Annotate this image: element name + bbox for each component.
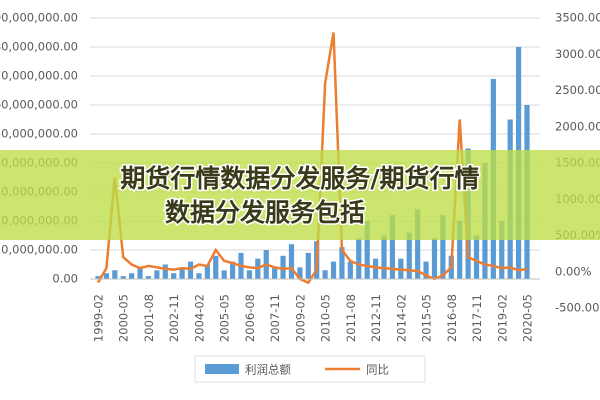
y-tick-label: 90,000,000.00 — [0, 11, 78, 25]
bar — [406, 232, 412, 279]
bar — [171, 273, 177, 279]
y2-tick-label: 2500.00% — [555, 83, 600, 97]
bar — [221, 270, 227, 279]
bar — [95, 276, 101, 279]
bar — [179, 267, 185, 279]
bar — [389, 215, 396, 279]
y-tick-label: 10,000,000.00 — [0, 243, 78, 257]
x-tick-label: 2012-11 — [369, 294, 383, 342]
overlay-text: 期货行情数据分发服务/期货行情 — [120, 164, 479, 193]
x-tick-label: 1999-02 — [92, 294, 106, 342]
legend-swatch — [205, 364, 239, 374]
legend-label: 利润总额 — [245, 363, 291, 377]
bar — [229, 261, 236, 279]
bar — [330, 261, 337, 279]
bar — [154, 270, 160, 279]
bar — [297, 267, 303, 279]
bar — [204, 264, 210, 279]
x-tick-label: 2014-02 — [394, 294, 408, 342]
bar — [473, 235, 480, 279]
bar — [145, 276, 152, 279]
y2-tick-label: 2000.00% — [555, 119, 600, 133]
bar — [356, 238, 362, 279]
bar — [288, 244, 295, 279]
x-tick-label: 2011-08 — [344, 294, 358, 342]
x-tick-label: 2001-08 — [142, 294, 156, 342]
x-tick-label: 2004-02 — [192, 294, 206, 342]
bar — [280, 255, 286, 279]
bar — [120, 276, 126, 279]
bar — [305, 252, 311, 279]
overlay-text: 数据分发服务包括 — [165, 198, 365, 227]
bar — [364, 221, 370, 279]
y-tick-label: 80,000,000.00 — [0, 40, 78, 54]
bar — [196, 273, 202, 279]
overlay-banner — [0, 150, 600, 240]
bar — [423, 261, 429, 279]
bar — [347, 261, 353, 279]
x-tick-label: 2005-05 — [218, 294, 232, 342]
bar — [129, 273, 135, 279]
bar — [272, 267, 278, 279]
bar — [322, 270, 328, 279]
bar — [431, 238, 438, 279]
x-tick-label: 2009-02 — [293, 294, 307, 342]
bar — [213, 255, 219, 279]
x-tick-label: 2015-05 — [420, 294, 434, 342]
y2-tick-label: 3500.00% — [555, 11, 600, 25]
bar — [372, 258, 379, 279]
bar — [187, 261, 194, 279]
y-tick-label: 0.00 — [52, 272, 78, 286]
bar — [381, 235, 387, 279]
y2-tick-label: -500.00% — [555, 301, 600, 315]
bar — [440, 215, 446, 279]
y-tick-label: 50,000,000.00 — [0, 127, 78, 141]
x-tick-label: 2020-05 — [521, 294, 535, 342]
x-tick-label: 2019-02 — [495, 294, 509, 342]
x-tick-label: 2016-08 — [445, 294, 459, 342]
bar — [112, 270, 118, 279]
y2-tick-label: 0.00% — [555, 264, 592, 278]
bar — [457, 221, 463, 279]
legend-label: 同比 — [366, 363, 389, 377]
y2-tick-label: 3000.00% — [555, 47, 600, 61]
x-tick-label: 2007-11 — [268, 294, 282, 342]
x-tick-label: 2006-08 — [243, 294, 257, 342]
y-tick-label: 60,000,000.00 — [0, 98, 78, 112]
x-tick-label: 2010-05 — [319, 294, 333, 342]
x-tick-label: 2017-11 — [470, 294, 484, 342]
bar — [415, 209, 421, 279]
x-tick-label: 2000-05 — [117, 294, 131, 342]
bar — [162, 264, 168, 279]
bar — [339, 247, 345, 279]
bar — [137, 267, 143, 279]
legend-box — [194, 355, 426, 383]
x-tick-label: 2002-11 — [167, 294, 181, 342]
bar — [246, 270, 253, 279]
bar — [499, 221, 505, 279]
bar — [103, 273, 110, 279]
y-tick-label: 70,000,000.00 — [0, 69, 78, 83]
